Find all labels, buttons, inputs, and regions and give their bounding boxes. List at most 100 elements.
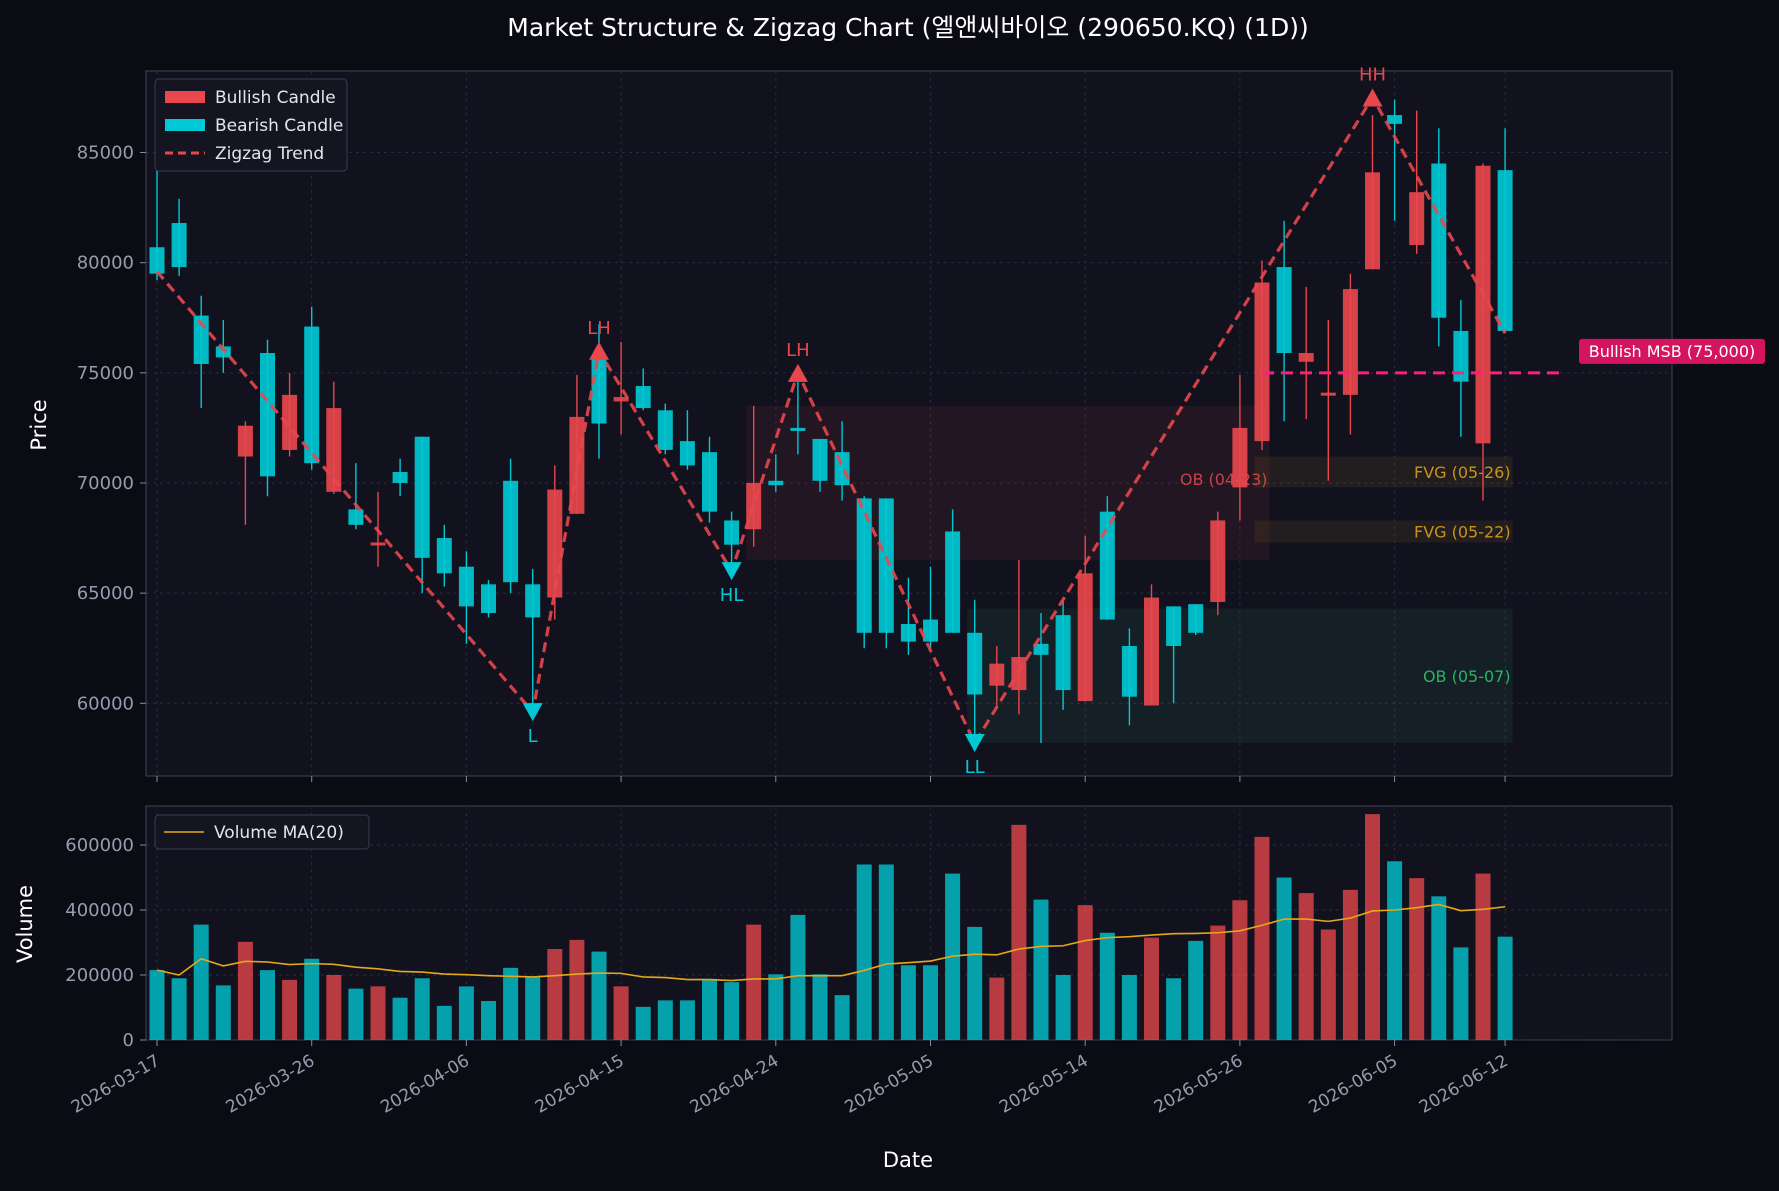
- candle-body: [945, 531, 961, 633]
- x-tick-label: 2026-04-06: [377, 1051, 473, 1118]
- x-axis-label: Date: [883, 1148, 933, 1172]
- candle-body: [1254, 282, 1270, 442]
- price-tick-label: 70000: [77, 473, 134, 494]
- msb-label: Bullish MSB (75,000): [1589, 342, 1756, 361]
- volume-bar: [1298, 893, 1314, 1040]
- volume-bar: [967, 926, 983, 1040]
- candle-body: [260, 353, 275, 477]
- volume-panel: 0 200000 400000 600000 Volume MA(20): [65, 805, 1673, 1051]
- candle-body: [1166, 606, 1182, 647]
- swing-label: LH: [786, 340, 810, 361]
- volume-bar: [679, 1000, 695, 1040]
- volume-bar: [414, 978, 430, 1040]
- candle-body: [237, 425, 253, 457]
- volume-ma-line: [156, 903, 1506, 982]
- zone-box: [1254, 456, 1513, 488]
- volume-bar: [392, 997, 408, 1040]
- candle-body: [1188, 604, 1204, 633]
- candle-body: [1409, 192, 1425, 246]
- volume-bar: [834, 995, 850, 1040]
- price-tick-label: 80000: [77, 253, 134, 274]
- price-panel: 60000 65000 70000 75000 80000 85000 OB (04-23)…: [77, 64, 1765, 778]
- volume-tick-label: 600000: [65, 835, 134, 856]
- candle-body: [900, 623, 916, 642]
- volume-bar: [569, 939, 585, 1040]
- candle-body: [1033, 643, 1049, 655]
- volume-tick-label: 0: [123, 1030, 134, 1051]
- zone-box: [746, 405, 1270, 561]
- price-tick-label: 75000: [77, 363, 134, 384]
- volume-bar: [1475, 873, 1491, 1040]
- candle-body: [481, 584, 496, 613]
- candle-body: [856, 498, 872, 633]
- candle-body: [1298, 353, 1314, 362]
- candle-body: [679, 441, 695, 466]
- candle-body: [348, 509, 364, 525]
- candle-body: [790, 427, 806, 431]
- volume-bar: [923, 965, 938, 1040]
- volume-bar: [1342, 889, 1358, 1040]
- candle-body: [1121, 646, 1137, 697]
- candle-body: [149, 247, 165, 274]
- volume-bar: [1099, 932, 1115, 1040]
- price-tick-label: 85000: [77, 143, 134, 164]
- volume-bar: [1166, 978, 1182, 1040]
- candle-body: [1099, 511, 1115, 620]
- candle-body: [878, 498, 894, 633]
- candle-body: [414, 436, 430, 558]
- candle-body: [923, 619, 938, 642]
- volume-bar: [525, 976, 541, 1040]
- volume-bar: [900, 965, 916, 1040]
- volume-bar: [1121, 975, 1137, 1040]
- swing-low-marker: [721, 562, 742, 581]
- volume-tick-label: 200000: [65, 965, 134, 986]
- volume-bar: [326, 975, 342, 1040]
- volume-bar: [1409, 878, 1425, 1040]
- volume-bar: [1232, 900, 1248, 1040]
- x-tick-label: 2026-05-05: [841, 1051, 937, 1118]
- volume-bar: [1497, 936, 1513, 1040]
- volume-bar: [503, 967, 519, 1040]
- swing-label: L: [528, 726, 538, 747]
- candle-body: [591, 355, 607, 424]
- swing-low-marker: [522, 703, 543, 722]
- candle-body: [1365, 172, 1380, 270]
- candle-body: [1055, 615, 1071, 691]
- price-tick-label: 60000: [77, 693, 134, 714]
- legend-label: Zigzag Trend: [215, 144, 324, 164]
- candle-body: [1431, 163, 1447, 318]
- swing-high-marker: [1362, 88, 1383, 107]
- chart-title: Market Structure & Zigzag Chart (엘앤씨바이오 …: [507, 13, 1308, 42]
- x-tick-label: 2026-03-17: [68, 1051, 164, 1118]
- candle-body: [1342, 289, 1358, 395]
- volume-tick-label: 400000: [65, 900, 134, 921]
- swing-high-marker: [787, 363, 808, 382]
- swing-label: HL: [720, 585, 744, 606]
- candle-body: [1232, 427, 1248, 488]
- volume-bar: [436, 1005, 452, 1040]
- swing-label: LH: [587, 318, 611, 339]
- volume-bar: [282, 979, 298, 1040]
- candle-body: [569, 416, 585, 514]
- zone-label: FVG (05-26): [1414, 463, 1511, 482]
- volume-bar: [237, 941, 253, 1040]
- volume-bar: [1320, 929, 1336, 1040]
- zone-box: [1254, 520, 1513, 543]
- volume-bar: [1011, 824, 1027, 1040]
- volume-bar: [1365, 814, 1380, 1040]
- volume-bar: [613, 986, 629, 1040]
- volume-bar: [635, 1006, 651, 1040]
- zone-label: OB (04-23): [1180, 470, 1268, 489]
- candle-body: [436, 538, 452, 574]
- candle-body: [613, 397, 629, 402]
- legend-swatch: [165, 119, 205, 131]
- volume-bar: [878, 864, 894, 1040]
- candle-body: [304, 326, 320, 464]
- candle-body: [1453, 330, 1469, 382]
- volume-bar: [260, 970, 275, 1040]
- x-tick-label: 2026-03-26: [223, 1051, 319, 1118]
- candle-body: [392, 471, 408, 483]
- volume-bar: [304, 958, 320, 1040]
- candle-body: [1210, 520, 1226, 602]
- volume-bar: [702, 978, 717, 1040]
